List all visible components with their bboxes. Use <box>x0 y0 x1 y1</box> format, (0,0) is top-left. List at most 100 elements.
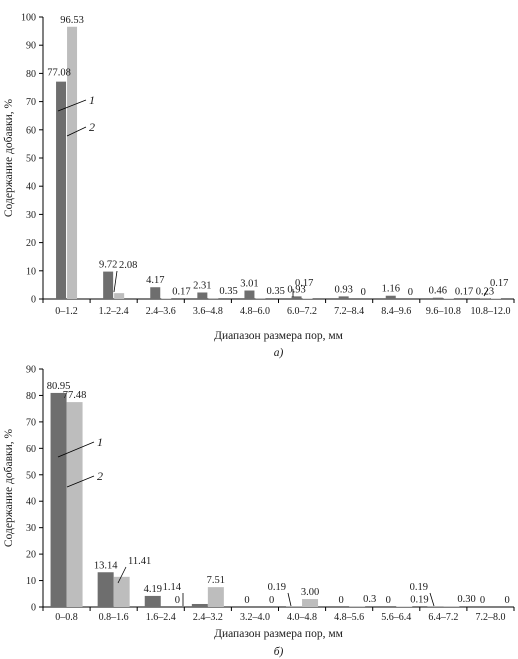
data-label-series-1: 9.72 <box>99 260 117 271</box>
x-tick-label: 0–0.8 <box>55 612 78 623</box>
series-marker-2: 2 <box>89 120 95 134</box>
bar-series-1 <box>103 271 114 299</box>
y-tick-label: 90 <box>26 41 36 52</box>
x-tick-label: 4.0–4.8 <box>287 612 317 623</box>
bar-series-2 <box>349 606 366 607</box>
y-tick-label: 30 <box>26 210 36 221</box>
data-label-series-2: 7.51 <box>207 575 225 586</box>
data-label-series-2: 0 <box>361 287 366 298</box>
y-tick-label: 0 <box>31 603 36 614</box>
bar-series-1 <box>244 290 255 299</box>
x-tick-label: 6.0–7.2 <box>287 306 317 317</box>
series-marker-line <box>66 126 87 137</box>
data-label-series-1: 0.93 <box>287 284 305 295</box>
y-tick-label: 30 <box>26 523 36 534</box>
data-label-series-1: 1.14 <box>163 582 182 593</box>
data-label-series-1: 0.23 <box>476 286 494 297</box>
data-label-series-2: 0.19 <box>410 594 428 605</box>
panel-label: б) <box>274 646 284 658</box>
leader-line <box>483 288 489 297</box>
y-tick-label: 20 <box>26 550 36 561</box>
bar-series-1 <box>144 595 161 607</box>
bar-series-2 <box>207 587 224 607</box>
x-tick-label: 3.2–4.0 <box>240 612 270 623</box>
x-tick-label: 4.8–6.0 <box>240 306 270 317</box>
bar-series-2 <box>208 298 219 299</box>
x-tick-label: 8.4–9.6 <box>381 306 411 317</box>
data-label-series-2: 77.48 <box>63 390 87 401</box>
data-label-series-2: 96.53 <box>60 15 84 26</box>
y-tick-label: 0 <box>31 295 36 306</box>
data-label-series-2: 0 <box>504 595 509 606</box>
data-label-series-2: 0 <box>175 595 180 606</box>
series-marker-1: 1 <box>97 435 103 449</box>
series-marker-line <box>66 475 95 488</box>
data-label-series-2: 0.35 <box>266 286 284 297</box>
bar-series-2 <box>302 599 319 607</box>
data-label-series-2: 0.3 <box>363 594 376 605</box>
x-tick-label: 1.2–2.4 <box>99 306 129 317</box>
y-tick-label: 100 <box>21 13 36 24</box>
bar-series-1 <box>50 392 67 607</box>
series-marker-line <box>57 99 87 112</box>
leader-line <box>113 270 118 293</box>
panel-label: а) <box>274 347 284 359</box>
x-tick-label: 5.6–6.4 <box>381 612 411 623</box>
bar-series-1 <box>150 287 161 299</box>
x-tick-label: 3.6–4.8 <box>193 306 223 317</box>
data-label-series-1: 0.93 <box>334 284 352 295</box>
x-axis-title: Диапазон размера пор, мм <box>214 628 343 640</box>
y-tick-label: 80 <box>26 69 36 80</box>
bar-series-1 <box>286 606 303 607</box>
y-tick-label: 10 <box>26 576 36 587</box>
series-marker-2: 2 <box>97 469 103 483</box>
y-tick-label: 60 <box>26 125 36 136</box>
data-label-series-2: 2.08 <box>119 260 137 271</box>
bar-series-1 <box>191 603 208 607</box>
bar-series-1 <box>338 296 349 299</box>
data-label-series-2: 0 <box>408 287 413 298</box>
y-tick-label: 70 <box>26 97 36 108</box>
y-tick-label: 10 <box>26 266 36 277</box>
y-tick-label: 60 <box>26 444 36 455</box>
leader-line <box>287 592 292 607</box>
data-label-series-2: 0.30 <box>457 594 475 605</box>
bar-series-1 <box>427 606 444 607</box>
x-tick-label: 4.8–5.6 <box>334 612 364 623</box>
x-tick-label: 0–1.2 <box>55 306 78 317</box>
data-label-series-2: 11.41 <box>128 556 151 567</box>
data-label-series-1: 3.01 <box>240 279 258 290</box>
y-tick-label: 40 <box>26 497 36 508</box>
y-tick-label: 40 <box>26 182 36 193</box>
x-tick-label: 6.4–7.2 <box>428 612 458 623</box>
bar-series-2 <box>114 293 125 299</box>
bar-series-2 <box>66 402 83 607</box>
x-axis-title: Диапазон размера пор, мм <box>214 330 343 342</box>
y-tick-label: 50 <box>26 470 36 481</box>
series-marker-line <box>57 441 95 458</box>
x-tick-label: 2.4–3.2 <box>193 612 223 623</box>
y-tick-label: 80 <box>26 391 36 402</box>
data-label-series-1: 1.16 <box>382 284 400 295</box>
bar-series-1 <box>385 295 396 299</box>
x-tick-label: 0.8–1.6 <box>99 612 129 623</box>
data-label-series-1: 0.19 <box>268 582 286 593</box>
y-axis-title: Содержание добавки, % <box>3 98 15 217</box>
bar-series-2 <box>67 26 78 299</box>
data-label-series-1: 13.14 <box>94 560 118 571</box>
series-marker-1: 1 <box>89 93 95 107</box>
data-label-series-2: 0.17 <box>490 278 508 289</box>
data-label-series-2: 0.17 <box>172 287 190 298</box>
data-label-series-1: 0.46 <box>429 286 447 297</box>
data-label-series-1: 80.95 <box>47 381 71 392</box>
y-tick-label: 90 <box>26 365 36 376</box>
data-label-series-2: 3.00 <box>301 587 319 598</box>
bar-series-1 <box>291 296 302 299</box>
data-label-series-1: 0.19 <box>410 582 428 593</box>
data-label-series-2: 0.35 <box>219 286 237 297</box>
data-label-series-1: 0 <box>244 595 249 606</box>
bar-series-2 <box>255 298 266 299</box>
data-label-series-1: 0 <box>386 595 391 606</box>
